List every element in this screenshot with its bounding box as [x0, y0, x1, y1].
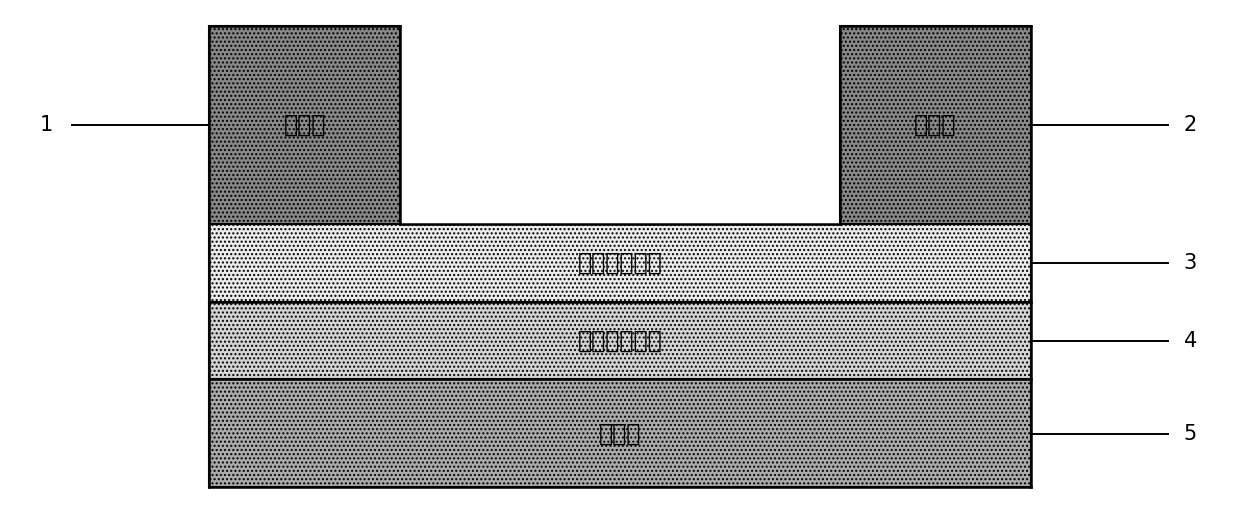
Bar — [210, 380, 1030, 487]
Text: 2: 2 — [1183, 115, 1197, 135]
Text: 5: 5 — [1183, 424, 1197, 444]
Bar — [210, 224, 1030, 302]
Bar — [210, 26, 399, 224]
Text: 硅衆底: 硅衆底 — [599, 422, 641, 446]
Text: 1: 1 — [40, 115, 53, 135]
Text: 3: 3 — [1183, 253, 1197, 273]
Text: 氧化銀沟道层: 氧化銀沟道层 — [578, 328, 662, 353]
Bar — [399, 26, 841, 224]
Text: 漏电极: 漏电极 — [914, 112, 956, 137]
Bar — [841, 26, 1030, 224]
Text: 氧化铝介电层: 氧化铝介电层 — [578, 251, 662, 275]
Text: 4: 4 — [1183, 331, 1197, 351]
Text: 源电极: 源电极 — [284, 112, 326, 137]
Bar — [210, 302, 1030, 380]
